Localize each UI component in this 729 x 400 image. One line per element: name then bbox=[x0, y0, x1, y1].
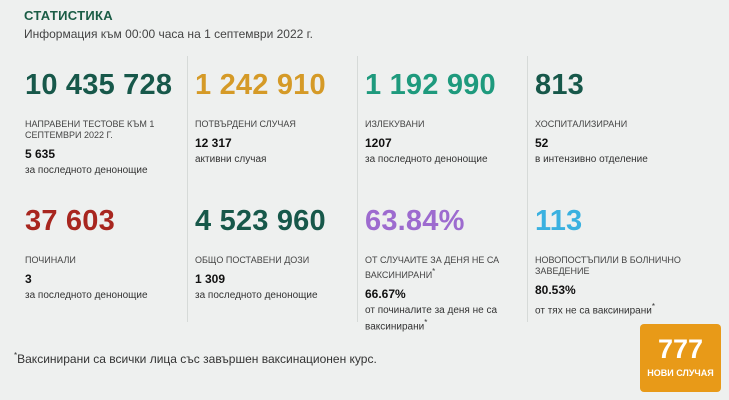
footnote-marker: * bbox=[424, 318, 428, 327]
stat-value: 37 603 bbox=[25, 205, 115, 237]
stat-value: 1 192 990 bbox=[365, 69, 496, 101]
page-subtitle: Информация към 00:00 часа на 1 септември… bbox=[24, 27, 313, 41]
stats-grid: 10 435 728 НАПРАВЕНИ ТЕСТОВЕ КЪМ 1 СЕПТЕ… bbox=[18, 56, 718, 332]
stat-sub-label-text: от тях не са ваксинирани bbox=[535, 305, 652, 317]
stat-value: 10 435 728 bbox=[25, 69, 173, 101]
stat-sub-value: 52 bbox=[535, 136, 549, 150]
stat-sub-label: за последното денонощие bbox=[195, 290, 318, 301]
footnote-marker: * bbox=[432, 267, 436, 276]
stat-deceased: 37 603 ПОЧИНАЛИ 3 за последното денонощи… bbox=[18, 189, 188, 322]
stat-sub-value: 3 bbox=[25, 272, 32, 286]
stat-sub-label: в интензивно отделение bbox=[535, 154, 648, 165]
stats-row-2: 37 603 ПОЧИНАЛИ 3 за последното денонощи… bbox=[18, 189, 718, 332]
header: СТАТИСТИКА Информация към 00:00 часа на … bbox=[24, 8, 313, 41]
footnote-marker: * bbox=[14, 351, 18, 360]
stat-sub-label: за последното денонощие bbox=[25, 290, 148, 301]
stat-value: 63.84% bbox=[365, 205, 465, 237]
stat-sub-value: 80.53% bbox=[535, 283, 576, 297]
stat-sub-label: за последното денонощие bbox=[365, 154, 488, 165]
stat-tests: 10 435 728 НАПРАВЕНИ ТЕСТОВЕ КЪМ 1 СЕПТЕ… bbox=[18, 56, 188, 189]
stat-sub-label-text: от починалите за деня не са ваксинирани bbox=[365, 305, 498, 333]
footnote: *Ваксинирани са всички лица със завършен… bbox=[14, 351, 377, 366]
stat-sub-value: 12 317 bbox=[195, 136, 232, 150]
stat-label-text: ОТ СЛУЧАИТЕ ЗА ДЕНЯ НЕ СА ВАКСИНИРАНИ bbox=[365, 255, 500, 280]
stat-label: ПОЧИНАЛИ bbox=[25, 255, 76, 265]
stats-row-1: 10 435 728 НАПРАВЕНИ ТЕСТОВЕ КЪМ 1 СЕПТЕ… bbox=[18, 56, 718, 189]
stat-sub-label: от починалите за деня не са ваксинирани* bbox=[365, 305, 515, 333]
stat-sub-label: за последното денонощие bbox=[25, 165, 148, 176]
stat-sub-label: активни случая bbox=[195, 154, 267, 165]
stat-value: 1 242 910 bbox=[195, 69, 326, 101]
stat-confirmed: 1 242 910 ПОТВЪРДЕНИ СЛУЧАЯ 12 317 актив… bbox=[188, 56, 358, 189]
stat-label: ИЗЛЕКУВАНИ bbox=[365, 119, 425, 129]
stat-label: НАПРАВЕНИ ТЕСТОВЕ КЪМ 1 СЕПТЕМВРИ 2022 Г… bbox=[25, 119, 155, 140]
stat-hospitalized: 813 ХОСПИТАЛИЗИРАНИ 52 в интензивно отде… bbox=[528, 56, 698, 189]
footnote-text: Ваксинирани са всички лица със завършен … bbox=[17, 352, 377, 366]
stat-sub-value: 66.67% bbox=[365, 287, 406, 301]
stat-label: ХОСПИТАЛИЗИРАНИ bbox=[535, 119, 628, 129]
new-cases-badge[interactable]: 777 НОВИ СЛУЧАЯ bbox=[640, 324, 721, 392]
stat-label: ОБЩО ПОСТАВЕНИ ДОЗИ bbox=[195, 255, 310, 265]
stat-sub-label: от тях не са ваксинирани* bbox=[535, 301, 685, 317]
stat-label: НОВОПОСТЪПИЛИ В БОЛНИЧНО ЗАВЕДЕНИЕ bbox=[535, 255, 681, 276]
stat-unvaccinated-cases: 63.84% ОТ СЛУЧАИТЕ ЗА ДЕНЯ НЕ СА ВАКСИНИ… bbox=[358, 189, 528, 332]
stat-label: ОТ СЛУЧАИТЕ ЗА ДЕНЯ НЕ СА ВАКСИНИРАНИ* bbox=[365, 255, 515, 281]
stat-value: 4 523 960 bbox=[195, 205, 326, 237]
page-title: СТАТИСТИКА bbox=[24, 8, 113, 23]
stat-sub-value: 1207 bbox=[365, 136, 392, 150]
stat-new-hospital: 113 НОВОПОСТЪПИЛИ В БОЛНИЧНО ЗАВЕДЕНИЕ 8… bbox=[528, 189, 698, 322]
stat-value: 813 bbox=[535, 69, 584, 101]
stat-recovered: 1 192 990 ИЗЛЕКУВАНИ 1207 за последното … bbox=[358, 56, 528, 189]
stat-sub-value: 5 635 bbox=[25, 147, 56, 161]
new-cases-value: 777 bbox=[657, 334, 704, 364]
new-cases-label: НОВИ СЛУЧАЯ bbox=[647, 368, 714, 378]
stat-label: ПОТВЪРДЕНИ СЛУЧАЯ bbox=[195, 119, 296, 129]
stat-doses: 4 523 960 ОБЩО ПОСТАВЕНИ ДОЗИ 1 309 за п… bbox=[188, 189, 358, 322]
stat-value: 113 bbox=[535, 205, 583, 237]
footnote-marker: * bbox=[651, 302, 655, 311]
stat-sub-value: 1 309 bbox=[195, 272, 226, 286]
